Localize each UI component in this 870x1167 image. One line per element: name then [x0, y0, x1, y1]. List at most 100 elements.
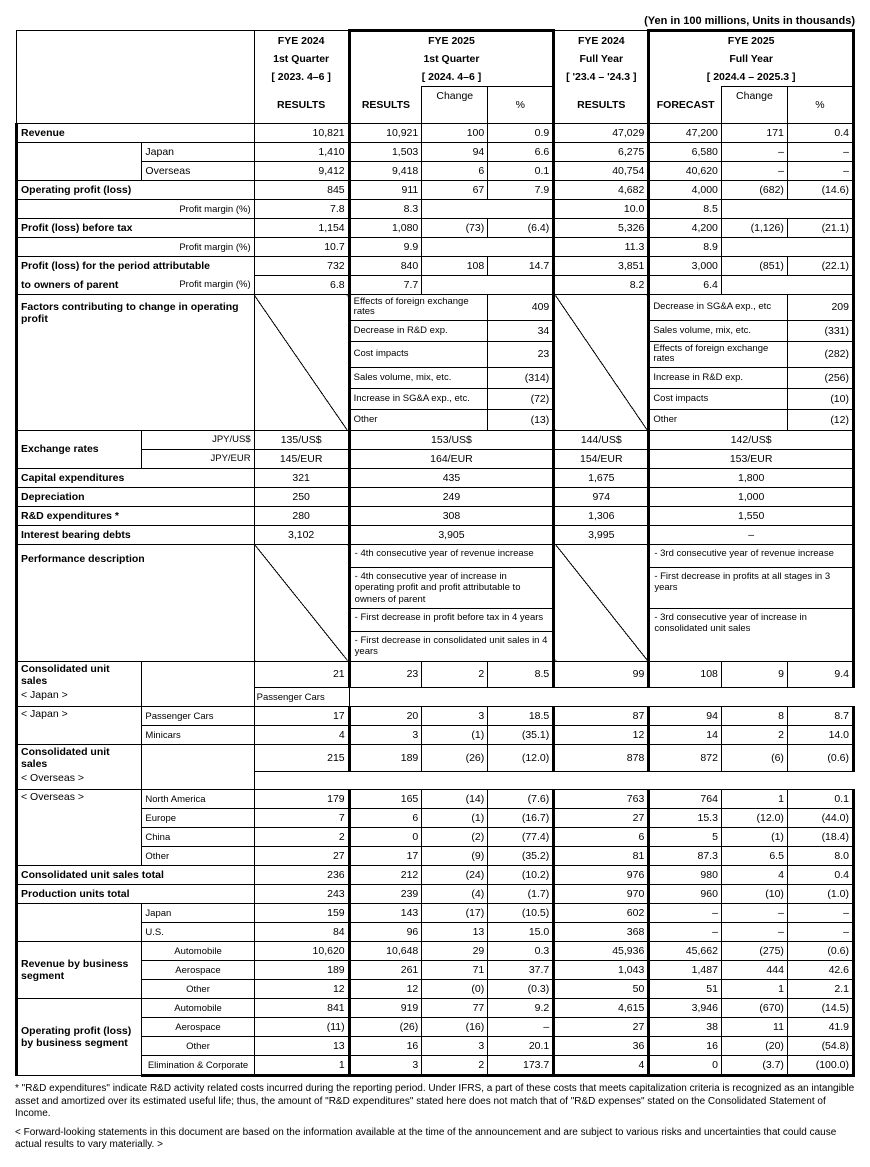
lbl: Operating profit (loss) by business segm… [17, 999, 142, 1076]
v: – [787, 904, 853, 923]
row-pbt-margin: Profit margin (%) 10.7 9.9 11.3 8.9 [17, 238, 854, 257]
row-units-ov-cn: China20(2)(77.4)65(1)(18.4) [17, 828, 854, 847]
v: 16 [349, 1037, 422, 1056]
v: 164/EUR [349, 449, 554, 468]
v: 6,275 [554, 143, 649, 162]
v: 602 [554, 904, 649, 923]
v: 71 [422, 961, 488, 980]
row-op-margin: Profit margin (%) 7.8 8.3 10.0 8.5 [17, 200, 854, 219]
v: 1,043 [554, 961, 649, 980]
v: 976 [554, 866, 649, 885]
row-performance: Performance description - 4th consecutiv… [17, 544, 854, 567]
v: 47,200 [649, 124, 722, 143]
v: 10,921 [349, 124, 422, 143]
v: (16) [422, 1018, 488, 1037]
row-pa: Profit (loss) for the period attributabl… [17, 257, 854, 276]
hdr-c4-l4: FORECAST [649, 87, 722, 124]
sublbl: Other [142, 980, 254, 999]
row-units-jp-pc: < Japan >Passenger Cars1720318.5879488.7 [17, 707, 854, 726]
v: 0.4 [787, 124, 853, 143]
factor-lbl: Cost impacts [349, 341, 488, 367]
v: (0.6) [787, 942, 853, 961]
row-dep: Depreciation2502499741,000 [17, 487, 854, 506]
v: (3.7) [721, 1056, 787, 1076]
hdr-c1-l1: FYE 2024 [254, 31, 349, 51]
perf-item: - First decrease in consolidated unit sa… [349, 631, 554, 661]
v: 8.5 [488, 661, 554, 688]
v: 100 [422, 124, 488, 143]
v: 3 [422, 707, 488, 726]
v: 261 [349, 961, 422, 980]
factor-lbl: Increase in R&D exp. [649, 367, 788, 388]
v: 18.5 [488, 707, 554, 726]
sublbl: Other [142, 1037, 254, 1056]
row-units-jp-mc: Minicars43(1)(35.1)1214214.0 [17, 726, 854, 745]
v: 27 [554, 1018, 649, 1037]
hdr-c4-ch: Change [721, 87, 787, 106]
v: 144/US$ [554, 430, 649, 449]
v: 911 [349, 181, 422, 200]
v: 87.3 [649, 847, 722, 866]
v: 4,682 [554, 181, 649, 200]
v: 51 [649, 980, 722, 999]
v: 11 [721, 1018, 787, 1037]
v: 3,102 [254, 525, 349, 544]
v: 1,675 [554, 468, 649, 487]
row-units-jp: Consolidated unit sales212328.59910899.4 [17, 661, 854, 688]
v: – [721, 143, 787, 162]
v: 763 [554, 790, 649, 809]
v: 9.4 [787, 661, 853, 688]
v: 189 [254, 961, 349, 980]
v: 250 [254, 487, 349, 506]
v: (12.0) [721, 809, 787, 828]
v: 4,615 [554, 999, 649, 1018]
lbl: Profit margin (%) [142, 200, 254, 219]
v: 970 [554, 885, 649, 904]
v: 94 [422, 143, 488, 162]
hdr-c4-l1: FYE 2025 [649, 31, 854, 51]
lbl: Revenue by business segment [17, 942, 142, 999]
v: 974 [554, 487, 649, 506]
v: 409 [488, 295, 554, 321]
lbl: Europe [142, 809, 254, 828]
lbl: Revenue [17, 124, 255, 143]
row-segop-oth: Other1316320.13616(20)(54.8) [17, 1037, 854, 1056]
lbl: U.S. [142, 923, 254, 942]
row-units-ov-na: < Overseas >North America179165(14)(7.6)… [17, 790, 854, 809]
v: 8.3 [349, 200, 422, 219]
lbl: Exchange rates [17, 430, 142, 468]
row-units-ov-ot: Other2717(9)(35.2)8187.36.58.0 [17, 847, 854, 866]
v: 159 [254, 904, 349, 923]
footnote-rd: * "R&D expenditures" indicate R&D activi… [15, 1083, 855, 1121]
v: (851) [721, 257, 787, 276]
sublbl: JPY/EUR [142, 449, 254, 468]
lbl: Minicars [142, 726, 254, 745]
v: 11.3 [554, 238, 649, 257]
sublbl: < Overseas > [17, 771, 142, 790]
v: (282) [787, 341, 853, 367]
v: (35.1) [488, 726, 554, 745]
hdr-c1-l4: RESULTS [254, 87, 349, 124]
v: 3 [422, 1037, 488, 1056]
row-revenue: Revenue 10,821 10,921 100 0.9 47,029 47,… [17, 124, 854, 143]
v: 45,936 [554, 942, 649, 961]
row-revenue-overseas: Overseas 9,412 9,41860.1 40,754 40,620–– [17, 162, 854, 181]
v: 8.0 [787, 847, 853, 866]
v: (14.5) [787, 999, 853, 1018]
factor-lbl: Sales volume, mix, etc. [649, 320, 788, 341]
factor-lbl: Other [649, 409, 788, 430]
lbl: Consolidated unit sales [17, 745, 142, 772]
v: 87 [554, 707, 649, 726]
v: 77 [422, 999, 488, 1018]
hdr-c2-l2: 1st Quarter [349, 50, 554, 68]
v: 6.4 [649, 276, 722, 295]
v: (14.6) [787, 181, 853, 200]
row-op: Operating profit (loss) 845 911677.9 4,6… [17, 181, 854, 200]
row-pbt: Profit (loss) before tax 1,154 1,080(73)… [17, 219, 854, 238]
v: 3 [349, 726, 422, 745]
v: – [649, 923, 722, 942]
v: 47,029 [554, 124, 649, 143]
v: (4) [422, 885, 488, 904]
row-units-ov: Consolidated unit sales215189(26)(12.0)8… [17, 745, 854, 772]
v: 81 [554, 847, 649, 866]
